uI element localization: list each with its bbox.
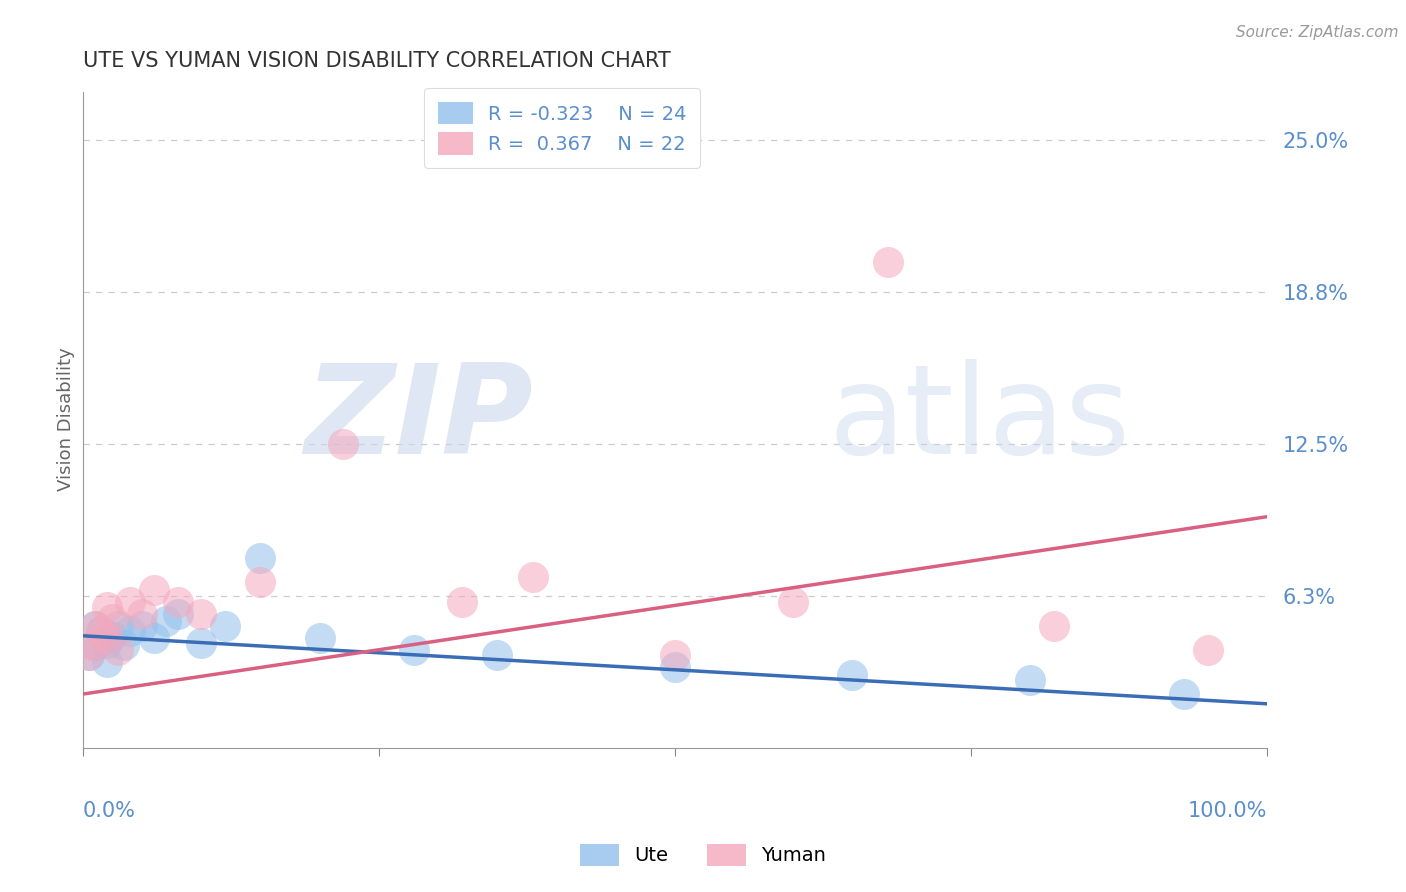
Point bbox=[142, 582, 165, 597]
Point bbox=[522, 570, 544, 584]
Point bbox=[96, 631, 118, 645]
Point bbox=[166, 607, 188, 621]
Point bbox=[77, 648, 100, 663]
Point bbox=[486, 648, 509, 663]
Point bbox=[77, 648, 100, 663]
Point bbox=[112, 639, 135, 653]
Point bbox=[332, 437, 354, 451]
Point bbox=[876, 254, 898, 268]
Text: 0.0%: 0.0% bbox=[83, 801, 136, 821]
Point bbox=[83, 619, 105, 633]
Text: 100.0%: 100.0% bbox=[1187, 801, 1267, 821]
Point bbox=[664, 648, 686, 663]
Point bbox=[107, 619, 129, 633]
Point bbox=[1173, 687, 1195, 701]
Point bbox=[214, 619, 236, 633]
Point bbox=[120, 624, 142, 638]
Point bbox=[1042, 619, 1064, 633]
Legend: R = -0.323    N = 24, R =  0.367    N = 22: R = -0.323 N = 24, R = 0.367 N = 22 bbox=[425, 88, 700, 169]
Point bbox=[96, 656, 118, 670]
Point bbox=[101, 629, 124, 643]
Point bbox=[841, 667, 863, 681]
Point bbox=[96, 599, 118, 614]
Point bbox=[404, 643, 426, 657]
Point bbox=[83, 639, 105, 653]
Text: atlas: atlas bbox=[828, 359, 1130, 480]
Point bbox=[1197, 643, 1219, 657]
Legend: Ute, Yuman: Ute, Yuman bbox=[568, 832, 838, 878]
Text: ZIP: ZIP bbox=[304, 359, 533, 480]
Point bbox=[107, 643, 129, 657]
Point bbox=[83, 619, 105, 633]
Point bbox=[450, 595, 472, 609]
Point bbox=[96, 636, 118, 650]
Point bbox=[308, 631, 330, 645]
Point bbox=[131, 619, 153, 633]
Point bbox=[120, 595, 142, 609]
Point bbox=[664, 660, 686, 674]
Text: UTE VS YUMAN VISION DISABILITY CORRELATION CHART: UTE VS YUMAN VISION DISABILITY CORRELATI… bbox=[83, 51, 671, 70]
Point bbox=[1019, 673, 1042, 687]
Text: Source: ZipAtlas.com: Source: ZipAtlas.com bbox=[1236, 25, 1399, 40]
Point bbox=[249, 575, 271, 590]
Point bbox=[101, 612, 124, 626]
Point bbox=[90, 624, 112, 638]
Point bbox=[131, 607, 153, 621]
Point bbox=[90, 624, 112, 638]
Point bbox=[249, 551, 271, 566]
Point bbox=[782, 595, 804, 609]
Point bbox=[190, 607, 212, 621]
Point bbox=[82, 639, 104, 653]
Point bbox=[155, 614, 177, 628]
Point bbox=[166, 595, 188, 609]
Point bbox=[190, 636, 212, 650]
Y-axis label: Vision Disability: Vision Disability bbox=[58, 348, 75, 491]
Point bbox=[142, 631, 165, 645]
